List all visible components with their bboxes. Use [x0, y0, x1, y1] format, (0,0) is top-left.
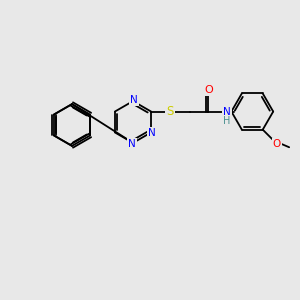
Text: N: N	[128, 139, 136, 149]
Text: N: N	[130, 95, 138, 105]
Text: H: H	[223, 116, 231, 125]
Text: N: N	[148, 128, 156, 139]
Text: O: O	[204, 85, 213, 95]
Text: S: S	[166, 105, 173, 118]
Text: N: N	[223, 106, 231, 116]
Text: O: O	[273, 139, 281, 148]
